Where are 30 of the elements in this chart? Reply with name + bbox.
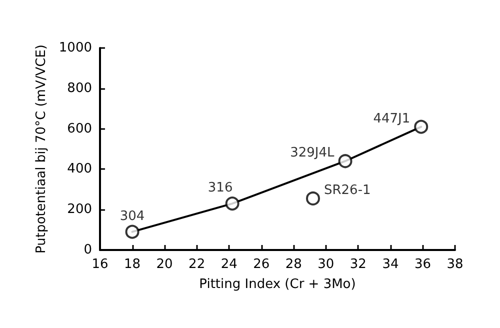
x-axis-title: Pitting Index (Cr + 3Mo) bbox=[199, 277, 356, 292]
point bbox=[338, 154, 352, 168]
annotation: SR26-1 bbox=[324, 182, 371, 198]
y-tick-label: 600 bbox=[67, 121, 92, 136]
y-tick-label: 800 bbox=[67, 80, 92, 96]
y-tick-label: 400 bbox=[67, 162, 92, 177]
x-tick-label: 16 bbox=[92, 257, 108, 272]
x-tick-label: 28 bbox=[285, 257, 302, 272]
x-tick-label: 30 bbox=[318, 257, 334, 272]
y-tick-label: 0 bbox=[84, 242, 92, 258]
annotation: 329J4L bbox=[290, 146, 336, 161]
x-tick-label: 38 bbox=[446, 257, 464, 272]
point bbox=[125, 224, 140, 239]
point bbox=[306, 191, 320, 206]
x-tick-label: 32 bbox=[350, 257, 366, 272]
x-tick-label: 26 bbox=[253, 257, 270, 272]
point bbox=[225, 196, 240, 211]
x-tick-label: 20 bbox=[156, 257, 173, 272]
annotation: 447J1 bbox=[373, 111, 410, 126]
annotation: 304 bbox=[120, 208, 145, 224]
y-tick-label: 200 bbox=[67, 202, 92, 218]
x-tick-label: 22 bbox=[188, 257, 206, 272]
x-tick-label: 36 bbox=[414, 257, 431, 272]
x-tick-label: 24 bbox=[220, 257, 238, 272]
y-tick-label: 1000 bbox=[58, 40, 92, 56]
y-axis-title: Putpotentiaal bij 70°C (mV/VCE) bbox=[34, 44, 50, 254]
point bbox=[414, 120, 428, 134]
x-tick-label: 18 bbox=[124, 257, 141, 272]
annotation: 316 bbox=[208, 180, 233, 196]
x-tick-label: 34 bbox=[382, 257, 399, 272]
